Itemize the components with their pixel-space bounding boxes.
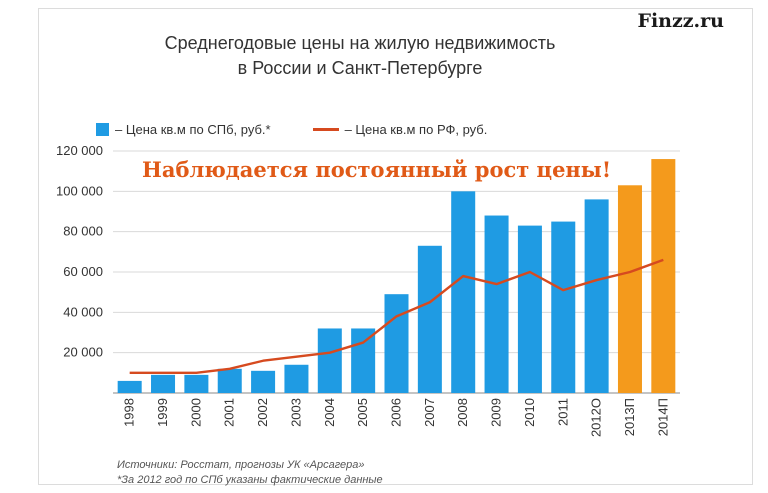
bar-spb-2013П <box>617 185 642 393</box>
x-tick-label: 2009 <box>489 398 504 427</box>
x-tick-label: 2014П <box>655 398 670 436</box>
x-tick-label: 2013П <box>622 398 637 436</box>
bar-spb-2004 <box>317 328 342 393</box>
x-tick-label: 2007 <box>422 398 437 427</box>
x-tick-label: 2012О <box>589 398 604 437</box>
legend-swatch-line <box>312 128 339 131</box>
bar-spb-2008 <box>451 191 476 393</box>
y-tick-label: 20 000 <box>63 345 103 360</box>
x-tick-label: 2003 <box>288 398 303 427</box>
bar-spb-2009 <box>484 215 509 393</box>
bar-spb-1999 <box>151 374 176 393</box>
brand-logo: Finzz.ru <box>637 10 724 32</box>
bar-spb-2010 <box>517 225 542 393</box>
chart-subtitle: в России и Санкт-Петербурге <box>237 58 483 78</box>
bar-spb-2007 <box>417 245 442 393</box>
x-tick-label: 2011 <box>555 398 570 426</box>
bar-spb-2012О <box>584 199 609 393</box>
line-rf <box>129 258 664 375</box>
x-tick-label: 2004 <box>322 398 337 427</box>
bar-spb-2002 <box>251 370 276 393</box>
footnote: *За 2012 год по СПб указаны фактические … <box>117 474 383 486</box>
x-tick-label: 1998 <box>122 398 137 427</box>
y-tick-label: 60 000 <box>63 264 103 279</box>
bar-spb-2003 <box>284 364 309 393</box>
bar-spb-2000 <box>184 374 209 393</box>
y-tick-label: 120 000 <box>56 143 103 158</box>
bar-spb-2001 <box>217 368 242 393</box>
chart-annotation: Наблюдается постоянный рост цены! <box>142 157 612 182</box>
bar-spb-2014П <box>651 159 676 393</box>
legend-swatch-bar <box>96 123 109 136</box>
x-tick-label: 2005 <box>355 398 370 427</box>
x-tick-label: 2002 <box>255 398 270 427</box>
x-tick-label: 2008 <box>455 398 470 427</box>
x-tick-label: 1999 <box>155 398 170 427</box>
bar-spb-1998 <box>117 380 142 393</box>
bar-spb-2005 <box>351 328 376 393</box>
y-tick-label: 40 000 <box>63 304 103 319</box>
chart-legend: – Цена кв.м по СПб, руб.* – Цена кв.м по… <box>96 122 487 137</box>
chart-title: Среднегодовые цены на жилую недвижимость <box>164 33 556 53</box>
source-note: Источники: Росстат, прогнозы УК «Арсагер… <box>117 459 365 471</box>
x-tick-label: 2010 <box>522 398 537 427</box>
y-tick-label: 100 000 <box>56 183 103 198</box>
x-tick-label: 2001 <box>222 398 237 427</box>
bar-spb-2006 <box>384 294 409 393</box>
bar-spb-2011 <box>551 221 576 393</box>
y-tick-label: 80 000 <box>63 224 103 239</box>
x-tick-label: 2006 <box>389 398 404 427</box>
x-tick-label: 2000 <box>188 398 203 427</box>
legend-label-rf: – Цена кв.м по РФ, руб. <box>344 122 488 137</box>
legend-label-spb: – Цена кв.м по СПб, руб.* <box>115 122 271 137</box>
